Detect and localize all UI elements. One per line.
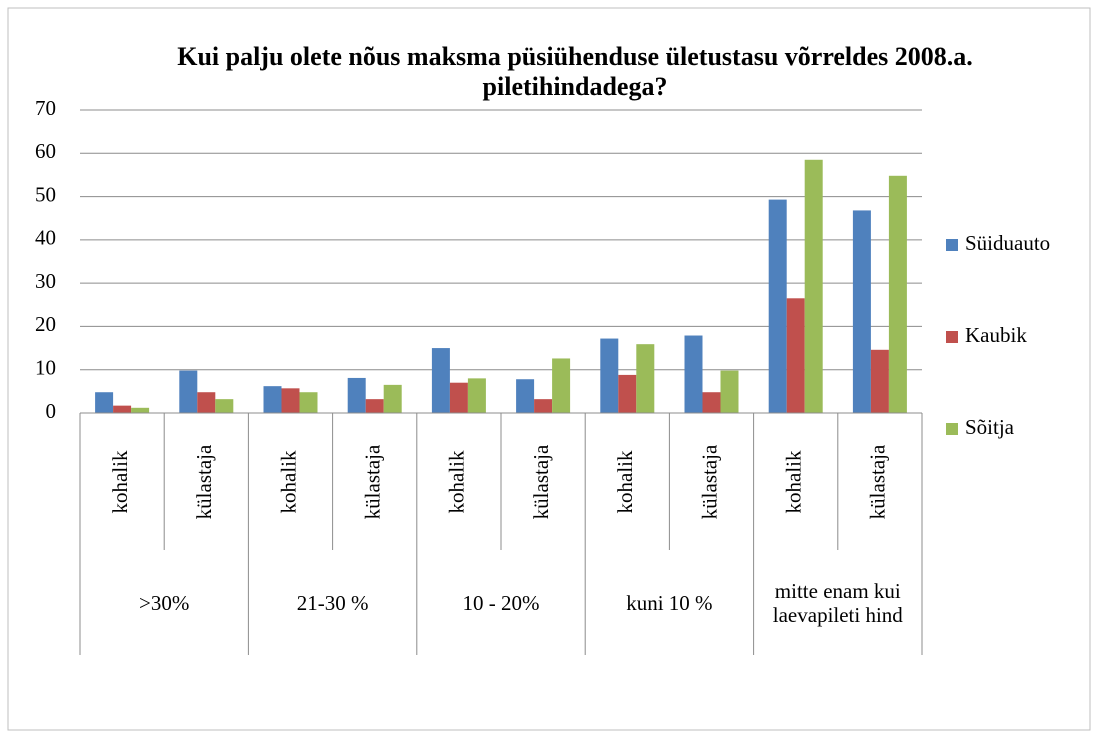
bar: [852, 210, 871, 413]
bar: [870, 349, 889, 413]
group-label: kuni 10 %: [626, 591, 713, 615]
x-tick-label: külastaja: [697, 444, 721, 519]
legend-label: Kaubik: [965, 323, 1027, 347]
bar: [197, 392, 216, 413]
bar: [215, 399, 234, 413]
legend-label: Süiduauto: [965, 231, 1050, 255]
y-tick-label: 70: [35, 96, 56, 120]
bar: [113, 405, 132, 413]
bar: [431, 348, 450, 413]
bar: [449, 382, 468, 413]
y-tick-label: 60: [35, 139, 56, 163]
group-label: 21-30 %: [296, 591, 369, 615]
bar: [768, 199, 787, 413]
legend-swatch: [946, 423, 958, 435]
x-tick-label: külastaja: [361, 444, 385, 519]
x-tick-label: kohalik: [445, 450, 469, 513]
bar: [467, 378, 486, 413]
bar: [263, 386, 282, 413]
bar: [179, 370, 198, 413]
group-label: >30%: [139, 591, 190, 615]
bar: [95, 392, 114, 413]
x-tick-label: kohalik: [108, 450, 132, 513]
group-label: 10 - 20%: [462, 591, 540, 615]
legend-swatch: [946, 331, 958, 343]
bar: [281, 388, 300, 413]
y-tick-label: 30: [35, 269, 56, 293]
bar: [600, 338, 619, 413]
bar: [131, 407, 150, 413]
x-tick-label: kohalik: [613, 450, 637, 513]
y-tick-label: 0: [46, 399, 57, 423]
bar: [534, 399, 553, 413]
group-label: mitte enam kui laevapileti hind: [772, 579, 903, 627]
bar: [618, 374, 637, 413]
bar: [516, 379, 535, 413]
chart-frame: [7, 7, 1091, 731]
bar: [786, 298, 805, 413]
bar: [720, 370, 739, 413]
legend-label: Sõitja: [965, 415, 1015, 439]
bar: [299, 392, 318, 413]
y-tick-label: 20: [35, 312, 56, 336]
x-tick-label: kohalik: [276, 450, 300, 513]
y-tick-label: 40: [35, 226, 56, 250]
x-tick-label: kohalik: [782, 450, 806, 513]
bar: [365, 399, 384, 413]
bar: [702, 392, 721, 413]
y-tick-label: 10: [35, 356, 56, 380]
bar: [636, 344, 655, 413]
x-tick-label: külastaja: [192, 444, 216, 519]
bar: [347, 377, 366, 413]
bar: [383, 384, 402, 413]
x-tick-label: külastaja: [866, 444, 890, 519]
y-tick-label: 50: [35, 182, 56, 206]
bar: [888, 175, 907, 413]
x-tick-label: külastaja: [529, 444, 553, 519]
bar: [552, 358, 571, 413]
bar: [804, 159, 823, 413]
chart-title: Kui palju olete nõus maksma püsiühenduse…: [177, 42, 973, 101]
bar: [684, 335, 703, 413]
legend-swatch: [946, 239, 958, 251]
